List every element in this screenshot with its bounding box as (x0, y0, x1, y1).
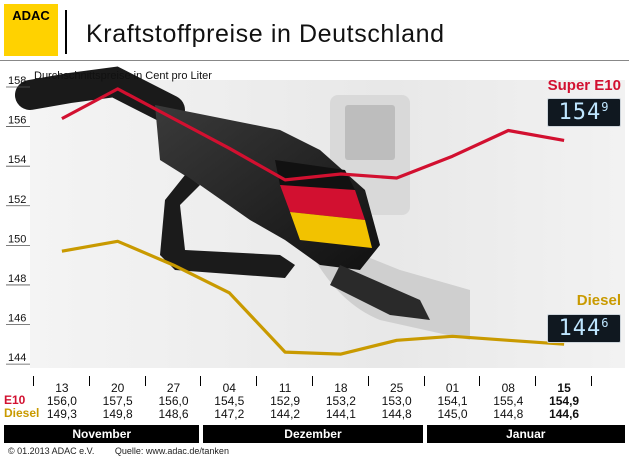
table-row-label-diesel: Diesel (4, 406, 40, 420)
x-tick-label: 08 (501, 381, 515, 395)
data-label-diesel: 144,1 (325, 407, 356, 421)
logo-text: ADAC (12, 8, 50, 23)
y-grid: 158 156 154 152 150 148 146 144 Durchschnittspre… (6, 70, 212, 365)
footer: © 01.2013 ADAC e.V. Quelle: www.adac.de/… (8, 446, 247, 456)
x-tick-label: 25 (390, 381, 404, 395)
data-label-e10: 153,2 (325, 394, 356, 408)
adac-logo: ADAC (4, 4, 58, 56)
category-separator (144, 376, 146, 386)
category-separator (591, 376, 592, 386)
diesel-display-decimal: 6 (601, 316, 610, 330)
data-label-e10: 152,9 (270, 394, 301, 408)
data-label-e10: 154,5 (214, 394, 245, 408)
category-separator (33, 376, 34, 386)
y-tick-label: 144 (8, 352, 26, 364)
month-bar: November (4, 425, 200, 443)
series-line-super-e10 (61, 87, 565, 182)
data-label-diesel: 144,8 (493, 407, 524, 421)
category-separator (535, 376, 537, 386)
x-tick-label: 27 (166, 381, 181, 395)
data-label-diesel: 149,8 (102, 407, 133, 421)
footer-source: Quelle: www.adac.de/tanken (114, 446, 229, 456)
data-label-e10: 153,0 (381, 394, 412, 408)
data-label-diesel: 144,8 (381, 407, 412, 421)
e10-display-decimal: 9 (601, 100, 610, 114)
footer-copyright: © 01.2013 ADAC e.V. (8, 446, 95, 456)
category-separator (200, 376, 202, 386)
category-separator (367, 376, 369, 386)
legend-super-e10: Super E10 (547, 77, 621, 94)
data-label-e10: 156,0 (158, 394, 189, 408)
data-label-diesel: 147,2 (214, 407, 245, 421)
legend-diesel: Diesel (576, 292, 621, 309)
data-label-diesel: 144,2 (270, 407, 301, 421)
series-line-diesel (61, 239, 565, 356)
fuel-price-chart: 158 156 154 152 150 148 146 144 Durchschnittspre… (6, 66, 625, 368)
x-tick-label: 01 (445, 381, 460, 395)
y-tick-label: 148 (8, 273, 26, 285)
table-row-label-e10: E10 (4, 393, 26, 407)
data-label-e10: 154,1 (437, 394, 468, 408)
category-separator (88, 376, 90, 386)
x-tick-label: 13 (55, 381, 69, 395)
data-label-diesel: 144,6 (549, 407, 580, 421)
data-label-diesel: 145,0 (437, 407, 468, 421)
x-tick-label: 18 (334, 381, 348, 395)
y-tick-label: 152 (8, 194, 26, 206)
x-tick-label: 20 (111, 381, 125, 395)
data-label-e10: 157,5 (102, 394, 133, 408)
data-label-diesel: 148,6 (158, 407, 189, 421)
chart-background (15, 66, 625, 368)
x-tick-label: 04 (222, 381, 236, 395)
data-label-e10: 156,0 (46, 394, 77, 408)
data-label-e10: 154,9 (549, 394, 580, 408)
fuel-hose (15, 66, 185, 125)
series-lines (61, 87, 565, 356)
y-tick-label: 156 (8, 115, 26, 127)
y-tick-label: 146 (8, 313, 26, 325)
category-separator (312, 376, 313, 386)
month-bar: Dezember (203, 425, 423, 443)
diesel-display-main: 144 (558, 316, 602, 341)
y-tick-label: 154 (8, 154, 26, 166)
category-separator (423, 376, 425, 386)
e10-display-main: 154 (558, 100, 602, 125)
page-title: Kraftstoffpreise in Deutschland (86, 20, 445, 48)
data-label-e10: 155,4 (493, 394, 524, 408)
category-separator (479, 376, 481, 386)
e10-price-display: 1549 (547, 98, 621, 127)
data-label-diesel: 149,3 (46, 407, 77, 421)
month-bar: Januar (426, 425, 625, 443)
y-tick-label: 158 (8, 75, 26, 87)
x-tick-label: 15 (557, 381, 571, 395)
y-tick-label: 150 (8, 233, 26, 245)
title-separator (65, 10, 67, 54)
y-axis-title: Durchschnittspreise in Cent pro Liter (34, 70, 212, 82)
title-rule (0, 60, 629, 61)
category-separator (256, 376, 258, 386)
diesel-price-display: 1446 (547, 314, 621, 343)
x-tick-label: 11 (278, 381, 292, 395)
